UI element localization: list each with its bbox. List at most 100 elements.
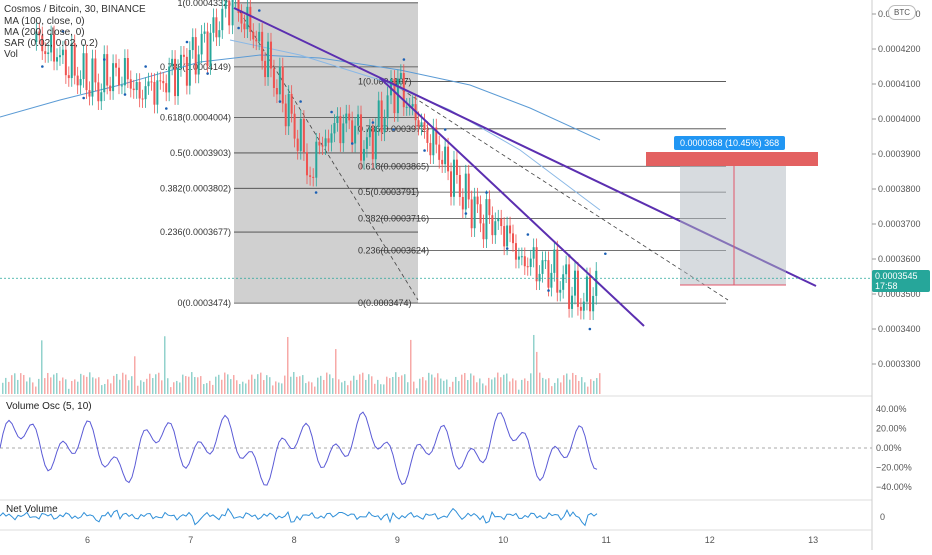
volume-bar <box>497 372 499 394</box>
volume-bar <box>587 386 589 394</box>
sar-dot <box>103 58 106 61</box>
candle-body <box>305 152 308 176</box>
volume-bar <box>329 374 331 394</box>
candle-body <box>476 196 479 205</box>
volume-bar <box>440 378 442 394</box>
volume-bar <box>251 374 253 394</box>
osc-tick-label: 40.00% <box>876 404 907 414</box>
trend-line-lower <box>379 77 645 327</box>
candle-body <box>589 276 592 312</box>
volume-bar <box>17 379 19 394</box>
candle-body <box>100 92 103 102</box>
sar-dot <box>402 58 406 61</box>
volume-bar <box>164 336 166 394</box>
volume-bar <box>338 379 340 394</box>
candle-body <box>461 197 464 210</box>
volume-bar <box>116 373 118 394</box>
legend-symbol: Cosmos / Bitcoin, 30, BINANCE <box>4 4 146 15</box>
candle-body <box>576 270 579 307</box>
volume-bar <box>473 375 475 394</box>
volume-bar <box>437 373 439 394</box>
volume-bar <box>503 374 505 394</box>
candle-body <box>351 120 354 144</box>
volume-bar <box>113 375 115 394</box>
volume-bar <box>569 379 571 394</box>
candle-body <box>129 79 132 89</box>
candle-body <box>547 260 550 288</box>
candle-body <box>494 221 497 236</box>
volume-bar <box>554 382 556 394</box>
volume-bar <box>20 373 22 394</box>
candle-body <box>200 33 203 55</box>
volume-bar <box>161 380 163 394</box>
candle-body <box>520 256 523 258</box>
candle-body <box>50 34 53 53</box>
volume-bar <box>458 381 460 394</box>
volume-bar <box>32 382 34 394</box>
legend-ma1: MA (100, close, 0) <box>4 16 85 27</box>
volume-bar <box>551 386 553 394</box>
candle-body <box>371 127 374 160</box>
candle-body <box>553 249 556 273</box>
sar-dot <box>330 110 333 114</box>
candle-body <box>115 63 118 68</box>
candle-body <box>278 66 281 95</box>
candle-body <box>76 75 79 86</box>
fib1-level-label: 0(0.0003474) <box>177 298 231 308</box>
volume-bar <box>407 382 409 394</box>
volume-bar <box>74 379 76 394</box>
volume-bar <box>566 373 568 394</box>
candle-body <box>405 106 408 108</box>
sar-dot <box>206 72 209 75</box>
candle-body <box>458 174 461 198</box>
time-tick-label: 11 <box>602 535 611 545</box>
candle-body <box>556 249 559 293</box>
volume-bar <box>590 379 592 394</box>
position-target-zone <box>646 152 818 166</box>
sar-dot <box>82 96 85 100</box>
candle-body <box>312 176 315 178</box>
volume-bar <box>92 377 94 394</box>
volume-bar <box>266 375 268 394</box>
candle-body <box>585 276 588 302</box>
volume-bar <box>65 379 67 394</box>
volume-bar <box>110 383 112 394</box>
price-tick-label: 0.0003900 <box>878 149 921 159</box>
volume-bar <box>206 383 208 394</box>
candle-body <box>452 159 455 197</box>
time-tick-label: 8 <box>292 535 297 545</box>
sar-dot <box>464 212 468 215</box>
volume-bar <box>50 377 52 394</box>
time-tick-label: 6 <box>85 535 90 545</box>
volume-bar <box>488 377 490 394</box>
volume-bar <box>29 377 31 394</box>
volume-bar <box>14 373 16 394</box>
volume-bar <box>44 378 46 394</box>
volume-bar <box>518 389 520 394</box>
volume-bar <box>131 376 133 394</box>
volume-bar <box>77 381 79 394</box>
candle-body <box>224 0 227 9</box>
volume-bar <box>56 373 58 394</box>
volume-bar <box>506 373 508 394</box>
candle-body <box>368 127 371 138</box>
volume-bar <box>59 380 61 394</box>
candle-body <box>377 100 380 128</box>
time-tick-label: 9 <box>395 535 400 545</box>
candle-body <box>82 53 85 80</box>
candle-body <box>532 247 535 259</box>
candle-body <box>550 272 553 288</box>
candle-body <box>535 247 538 282</box>
candle-body <box>321 145 324 147</box>
volume-bar <box>212 384 214 394</box>
candle-body <box>206 31 209 67</box>
volume-bar <box>275 381 277 394</box>
volume-bar <box>128 380 130 394</box>
currency-badge[interactable]: BTC <box>888 5 916 20</box>
volume-bar <box>530 373 532 394</box>
volume-bar <box>158 372 160 394</box>
fib1-level-label: 0.236(0.0003677) <box>160 227 231 237</box>
fib2-level-label: 0.618(0.0003865) <box>358 161 429 171</box>
volume-bar <box>185 376 187 394</box>
